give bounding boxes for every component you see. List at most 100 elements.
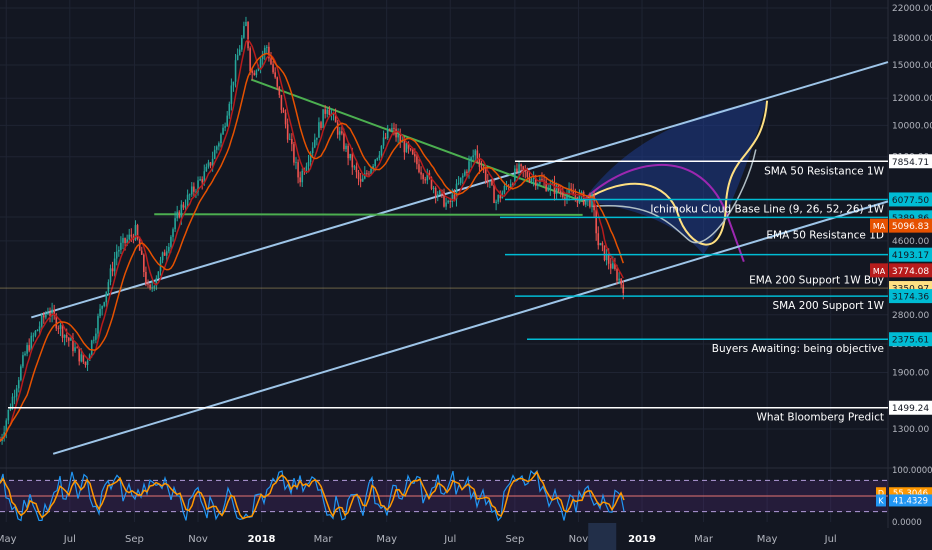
candle-body — [140, 250, 143, 255]
trendlines[interactable] — [30, 61, 889, 455]
level-price-value: 6077.50 — [892, 196, 929, 206]
candle-body — [234, 60, 237, 82]
candle-body — [295, 162, 297, 164]
candle-body — [449, 200, 452, 203]
candle-body — [309, 152, 312, 163]
candle-body — [118, 249, 120, 252]
candle-body — [238, 49, 241, 56]
candle-body — [230, 85, 233, 104]
candle-body — [605, 254, 608, 261]
candle-body — [72, 338, 74, 352]
candle-body — [549, 183, 552, 189]
candle-body — [247, 22, 249, 49]
candle-body — [184, 206, 187, 208]
candle-body — [45, 314, 47, 318]
candle-body — [382, 137, 385, 146]
candle-body — [518, 164, 520, 172]
candle-body — [211, 158, 214, 166]
candle-body — [472, 155, 474, 158]
candle-body — [90, 340, 93, 355]
candle-body — [343, 133, 345, 150]
candle-body — [176, 211, 178, 219]
time-cursor-highlight — [588, 523, 617, 550]
level-price-badge — [889, 332, 932, 347]
grid — [0, 0, 932, 528]
projection-arc — [581, 163, 745, 263]
candle-body — [55, 315, 58, 329]
candle-body — [86, 360, 89, 366]
candle-body — [353, 166, 356, 168]
level-price-badge — [889, 289, 932, 304]
candle-body — [286, 124, 289, 140]
candle-body — [316, 137, 318, 140]
x-tick-label: May — [757, 534, 778, 545]
candle-body — [591, 195, 593, 207]
x-tick-label: Nov — [188, 534, 208, 545]
candle-body — [537, 183, 539, 186]
candle-body — [47, 313, 49, 315]
candle-body — [453, 194, 456, 200]
candle-body — [143, 254, 145, 273]
candle-body — [395, 128, 397, 138]
candle-body — [301, 170, 304, 183]
x-tick-label: Sep — [505, 534, 524, 545]
candle-body — [497, 194, 499, 202]
candle-body — [553, 182, 556, 195]
candle-body — [186, 194, 189, 207]
candle-body — [551, 182, 554, 184]
candle-body — [220, 134, 222, 144]
candle-body — [257, 67, 260, 71]
price-levels[interactable]: SMA 50 Resistance 1W 7854.71 Ichimoku Clou… — [0, 154, 932, 424]
candle-body — [466, 171, 468, 174]
candle-body — [622, 284, 625, 294]
candle-body — [559, 191, 562, 193]
candle-body — [426, 172, 429, 181]
candle-body — [572, 190, 575, 196]
candle-body — [589, 197, 591, 207]
candle-body — [101, 305, 103, 309]
candle-body — [416, 156, 418, 165]
candle-body — [414, 154, 416, 157]
candle-body — [399, 134, 402, 143]
candle-body — [182, 204, 185, 208]
candle-body — [578, 193, 581, 203]
candle-body — [38, 326, 41, 330]
candle-body — [251, 71, 254, 73]
x-tick-label: 2019 — [628, 534, 656, 545]
candle-body — [514, 168, 516, 185]
candle-body — [205, 166, 208, 172]
candle-body — [222, 127, 224, 135]
candle-body — [391, 127, 393, 131]
candle-body — [422, 174, 424, 180]
candle-body — [272, 64, 274, 73]
candle-body — [470, 157, 472, 162]
candle-body — [97, 316, 99, 334]
candle-body — [88, 354, 91, 361]
level-price-value: 5096.83 — [892, 222, 929, 232]
candle-body — [345, 145, 347, 150]
candle-body — [491, 180, 493, 186]
candle-body — [124, 238, 126, 244]
candle-body — [65, 334, 68, 338]
candle-body — [620, 278, 622, 285]
candle-body — [603, 245, 606, 261]
candle-body — [280, 94, 283, 110]
candle-body — [520, 164, 522, 167]
oscillator-key: D — [878, 489, 884, 498]
x-tick-label: Mar — [314, 534, 334, 545]
candle-body — [209, 162, 212, 166]
candle-body — [451, 194, 454, 203]
candle-body — [232, 81, 235, 86]
candle-body — [70, 338, 72, 341]
candle-body — [28, 345, 30, 351]
oscillator-key-badge — [876, 494, 886, 507]
candle-body — [188, 194, 191, 196]
candle-body — [274, 72, 276, 78]
candle-body — [326, 109, 329, 114]
projection-area — [582, 100, 768, 255]
level-price-value: 7854.71 — [892, 158, 929, 168]
candle-body — [213, 149, 216, 159]
y-tick-label: 18000.00 — [892, 34, 932, 44]
candle-body — [347, 145, 349, 159]
